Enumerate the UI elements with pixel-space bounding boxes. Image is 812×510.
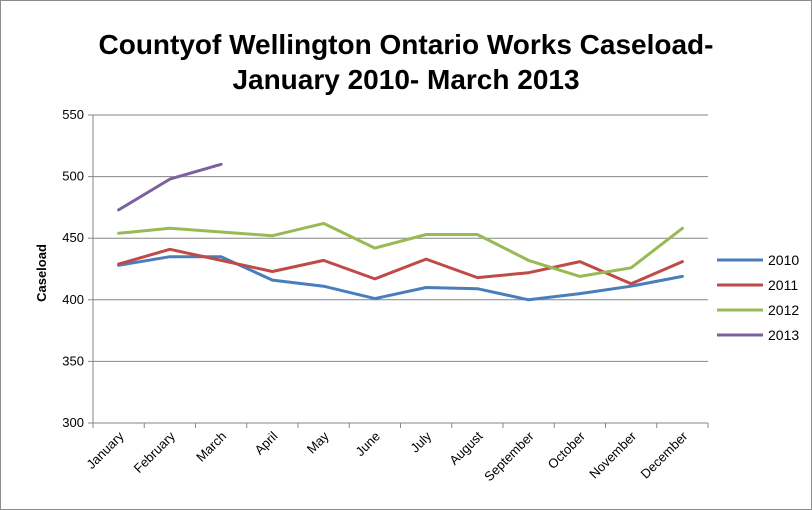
y-tick-label: 500 xyxy=(62,169,84,184)
x-tick-label: February xyxy=(131,428,179,476)
series-line-2013 xyxy=(117,162,223,212)
y-tick-labels: 300 350 400 450 500 550 xyxy=(62,107,84,430)
y-tick-label: 400 xyxy=(62,292,84,307)
series-line-2012 xyxy=(117,221,684,278)
x-tick-label: December xyxy=(637,428,690,481)
legend-label-2013: 2013 xyxy=(768,327,799,343)
chart-title: Countyof Wellington Ontario Works Caselo… xyxy=(99,29,714,60)
x-tick-label: August xyxy=(446,428,485,467)
x-tick-label: September xyxy=(481,428,537,484)
series-line-2010 xyxy=(117,255,684,302)
series-line-2011 xyxy=(117,247,684,286)
x-tick-label: May xyxy=(304,428,332,456)
y-tick-label: 300 xyxy=(62,415,84,430)
y-axis-title: Caseload xyxy=(34,244,49,302)
x-tick-label: March xyxy=(193,429,229,465)
y-tick-label: 550 xyxy=(62,107,84,122)
x-tick-label: November xyxy=(586,428,639,481)
legend-label-2012: 2012 xyxy=(768,302,799,318)
axes xyxy=(88,114,709,428)
x-tick-label: July xyxy=(407,428,434,455)
x-tick-label: April xyxy=(251,428,280,457)
series-lines xyxy=(117,162,684,302)
gridlines xyxy=(93,114,708,362)
x-tick-label: January xyxy=(83,428,127,472)
legend: 2010 2011 2012 2013 xyxy=(717,252,799,343)
legend-label-2010: 2010 xyxy=(768,252,799,268)
x-tick-label: October xyxy=(545,428,589,472)
chart-subtitle: January 2010- March 2013 xyxy=(232,64,579,95)
x-tick-label: June xyxy=(352,429,383,460)
legend-label-2011: 2011 xyxy=(768,277,798,293)
y-tick-label: 450 xyxy=(62,230,84,245)
x-tick-labels: January February March April May June July Augu… xyxy=(83,428,691,484)
y-tick-label: 350 xyxy=(62,353,84,368)
